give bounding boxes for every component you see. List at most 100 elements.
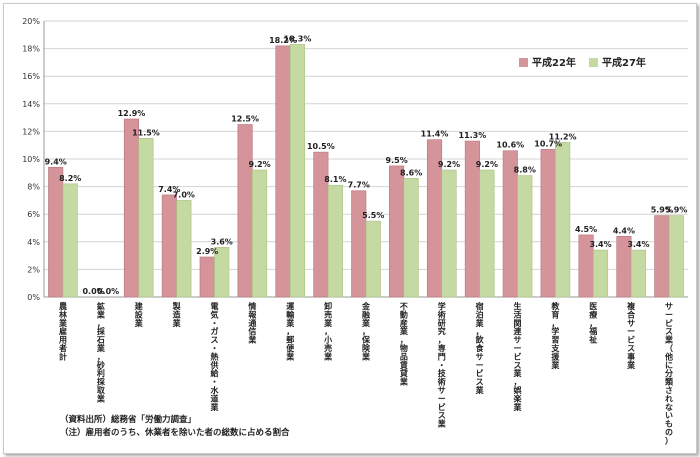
data-label: 9.4% [45,157,67,166]
data-label: 10.7% [534,139,562,148]
y-tick-label: 12% [22,127,40,136]
bar-h27 [62,183,78,298]
data-label: 12.9% [118,109,146,118]
footnotes: （資料出所）総務省「労働力調査」 （注）雇用者のうち、休業者を除いた者の総数に占… [60,414,290,440]
data-label: 9.5% [386,156,408,165]
y-tick-label: 20% [22,17,40,26]
category-label: 情報通信業 [247,301,257,345]
data-label: 11.2% [549,132,577,141]
data-label: 5.5% [362,211,384,220]
y-tick-label: 14% [22,100,40,109]
data-label: 10.6% [496,141,524,150]
bar-h27 [289,44,306,298]
bar-h22 [275,45,291,298]
source-note: （資料出所）総務省「労働力調査」 [60,415,197,425]
y-tick-label: 0% [27,293,40,302]
data-label: 3.6% [211,237,233,246]
category-label: 電気・ガス・熱供給・水道業 [209,301,219,412]
legend-swatch [589,58,598,67]
y-tick-label: 4% [27,238,40,247]
category-label: 卸売業，小売業 [323,301,333,361]
data-label: 0.0% [97,287,119,296]
bar-h22 [123,118,140,298]
bar-h22 [389,165,405,298]
data-label: 9.2% [249,160,271,169]
annotation-note: （注）雇用者のうち、休業者を除いた者の総数に占める割合 [60,428,290,438]
data-label: 7.4% [158,185,180,194]
category-label: 製造業 [172,301,182,328]
category-label: 農林業雇用者計 [58,301,68,361]
bars [48,44,684,298]
data-label: 10.5% [307,142,335,151]
data-label: 3.4% [589,240,611,249]
data-labels: 9.4%8.2%0.0%0.0%12.9%11.5%7.4%7.0%2.9%3.… [45,34,688,296]
bar-h22 [540,149,556,298]
bar-h27 [252,169,268,298]
bar-chart: 0% 2% 4% 6% 8% 10% 12% 14% 16% 18% 20% 9.4% 8.2% 0.0… [22,17,688,445]
data-label: 7.0% [173,190,195,199]
legend-label: 平成22年 [532,56,576,69]
y-tick-label: 16% [22,72,40,81]
bar-h27 [555,142,571,298]
legend-swatch [519,58,528,67]
data-label: 12.5% [231,115,259,124]
data-label: 8.2% [59,174,81,183]
data-label: 5.9% [651,206,673,215]
bar-h22 [313,151,329,298]
bar-h27 [365,220,381,298]
data-label: 2.9% [196,247,218,256]
category-label: 運輸業，郵便業 [285,301,295,361]
category-label: 医療，福祉 [588,302,598,345]
category-label: 学術研究，専門・技術サービス業 [437,301,447,429]
data-label: 9.2% [438,160,460,169]
data-label: 5.9% [665,206,687,215]
data-label: 3.4% [627,240,649,249]
bar-h27 [138,138,154,298]
category-label: 生活関連サービス業，娯楽業 [513,301,523,412]
category-labels: 農林業雇用者計 鉱業，採石業，砂利採取業 建設業 製造業 電気・ガス・熱供給・水道業 情報… [58,301,674,445]
category-label: 建設業 [134,301,144,328]
bar-h22 [351,190,367,298]
bar-h27 [176,200,192,298]
y-tick-label: 18% [22,45,40,54]
bar-h27 [630,249,646,298]
bar-h27 [517,175,533,298]
data-label: 9.2% [476,160,498,169]
data-label: 0.0% [82,287,104,296]
bar-h22 [48,166,64,298]
data-label: 8.1% [324,175,346,184]
data-label: 7.7% [348,181,370,190]
data-label: 8.8% [514,166,536,175]
bar-h27 [441,169,457,298]
data-label: 18.2% [269,36,297,45]
chart-frame: 0% 2% 4% 6% 8% 10% 12% 14% 16% 18% 20% 9.4% 8.2% 0.0… [3,3,697,454]
bar-h22 [199,256,215,298]
bar-h22 [237,124,253,298]
data-label: 18.3% [284,34,312,43]
legend-label: 平成27年 [602,56,646,69]
bar-h22 [654,215,670,298]
bar-h27 [403,178,419,298]
data-label: 4.5% [575,225,597,234]
category-label: 複合サービス事業 [626,301,636,370]
category-label: 鉱業，採石業，砂利採取業 [96,301,106,403]
category-label: 金融業，保険業 [361,301,371,361]
category-label: サービス業（他に分類されないもの） [664,302,674,445]
y-tick-label: 6% [27,210,40,219]
legend: 平成22年 平成27年 [519,56,646,69]
y-axis: 0% 2% 4% 6% 8% 10% 12% 14% 16% 18% 20% [22,17,45,302]
data-label: 11.5% [132,128,160,137]
bar-h27 [327,184,343,298]
y-tick-label: 2% [27,265,40,274]
bar-h27 [479,169,495,298]
data-label: 11.3% [459,131,487,140]
data-label: 4.4% [613,226,635,235]
data-label: 11.4% [421,130,449,139]
y-tick-label: 8% [27,183,40,192]
bar-h27 [214,247,230,298]
data-label: 8.6% [400,168,422,177]
category-label: 宿泊業，飲食サービス業 [475,301,485,395]
y-tick-label: 10% [22,155,40,164]
category-label: 不動産業，物品賃貸業 [399,302,409,387]
bar-h22 [161,194,177,298]
